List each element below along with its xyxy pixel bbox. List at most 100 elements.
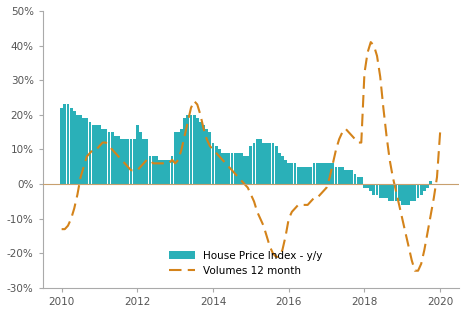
Bar bbox=[155, 156, 158, 184]
Bar bbox=[130, 139, 132, 184]
Bar bbox=[360, 177, 363, 184]
Bar bbox=[136, 125, 139, 184]
Bar bbox=[117, 136, 120, 184]
Bar bbox=[202, 125, 205, 184]
Bar bbox=[183, 118, 186, 184]
Bar bbox=[278, 153, 281, 184]
Bar bbox=[152, 156, 155, 184]
Bar bbox=[313, 163, 315, 184]
Bar bbox=[344, 170, 347, 184]
Bar bbox=[372, 184, 375, 194]
Bar bbox=[411, 184, 413, 202]
Bar bbox=[395, 184, 397, 202]
Bar bbox=[180, 129, 183, 184]
Bar bbox=[404, 184, 407, 205]
Bar bbox=[249, 146, 252, 184]
Bar bbox=[300, 167, 303, 184]
Bar bbox=[89, 122, 91, 184]
Bar bbox=[259, 139, 262, 184]
Bar bbox=[379, 184, 382, 198]
Bar bbox=[319, 163, 322, 184]
Bar bbox=[366, 184, 369, 187]
Bar bbox=[297, 167, 300, 184]
Bar bbox=[262, 143, 265, 184]
Bar bbox=[325, 163, 328, 184]
Bar bbox=[354, 174, 356, 184]
Bar bbox=[215, 146, 218, 184]
Bar bbox=[356, 177, 360, 184]
Bar bbox=[243, 156, 246, 184]
Bar bbox=[126, 139, 129, 184]
Bar bbox=[397, 184, 401, 202]
Bar bbox=[413, 184, 416, 202]
Bar bbox=[76, 115, 79, 184]
Bar bbox=[190, 115, 192, 184]
Bar bbox=[67, 105, 69, 184]
Bar bbox=[268, 143, 271, 184]
Bar bbox=[79, 115, 82, 184]
Bar bbox=[114, 136, 116, 184]
Bar bbox=[208, 132, 211, 184]
Bar bbox=[186, 115, 189, 184]
Bar bbox=[322, 163, 325, 184]
Bar bbox=[247, 156, 249, 184]
Bar bbox=[233, 153, 237, 184]
Bar bbox=[407, 184, 410, 205]
Bar bbox=[265, 143, 268, 184]
Bar bbox=[382, 184, 385, 198]
Bar bbox=[82, 118, 85, 184]
Bar bbox=[281, 156, 284, 184]
Bar bbox=[288, 163, 290, 184]
Bar bbox=[98, 125, 101, 184]
Bar bbox=[101, 129, 104, 184]
Bar bbox=[60, 108, 63, 184]
Bar bbox=[240, 153, 243, 184]
Bar bbox=[388, 184, 391, 202]
Bar bbox=[303, 167, 306, 184]
Bar bbox=[391, 184, 394, 202]
Bar bbox=[290, 163, 293, 184]
Bar bbox=[309, 167, 312, 184]
Bar bbox=[221, 153, 224, 184]
Bar bbox=[306, 167, 309, 184]
Bar bbox=[341, 167, 344, 184]
Bar bbox=[272, 143, 274, 184]
Bar bbox=[370, 184, 372, 191]
Bar bbox=[174, 132, 177, 184]
Bar bbox=[171, 156, 173, 184]
Bar bbox=[227, 153, 230, 184]
Bar bbox=[70, 108, 73, 184]
Bar bbox=[420, 184, 423, 194]
Bar bbox=[385, 184, 388, 198]
Bar bbox=[256, 139, 259, 184]
Bar bbox=[73, 111, 75, 184]
Bar bbox=[253, 143, 255, 184]
Bar bbox=[237, 153, 240, 184]
Bar bbox=[196, 118, 199, 184]
Bar bbox=[338, 167, 341, 184]
Bar bbox=[104, 129, 107, 184]
Bar bbox=[123, 139, 126, 184]
Bar bbox=[423, 184, 426, 191]
Bar bbox=[376, 184, 378, 194]
Bar bbox=[331, 163, 334, 184]
Bar bbox=[294, 163, 296, 184]
Bar bbox=[206, 129, 208, 184]
Bar bbox=[275, 146, 278, 184]
Bar bbox=[120, 139, 123, 184]
Bar bbox=[149, 156, 151, 184]
Bar bbox=[111, 132, 114, 184]
Legend: House Price Index - y/y, Volumes 12 month: House Price Index - y/y, Volumes 12 mont… bbox=[164, 246, 327, 280]
Bar bbox=[417, 184, 419, 198]
Bar bbox=[161, 160, 164, 184]
Bar bbox=[224, 153, 227, 184]
Bar bbox=[92, 125, 95, 184]
Bar bbox=[193, 115, 196, 184]
Bar bbox=[85, 118, 89, 184]
Bar bbox=[335, 167, 337, 184]
Bar bbox=[401, 184, 404, 205]
Bar bbox=[212, 143, 214, 184]
Bar bbox=[133, 139, 136, 184]
Bar bbox=[347, 170, 350, 184]
Bar bbox=[284, 160, 287, 184]
